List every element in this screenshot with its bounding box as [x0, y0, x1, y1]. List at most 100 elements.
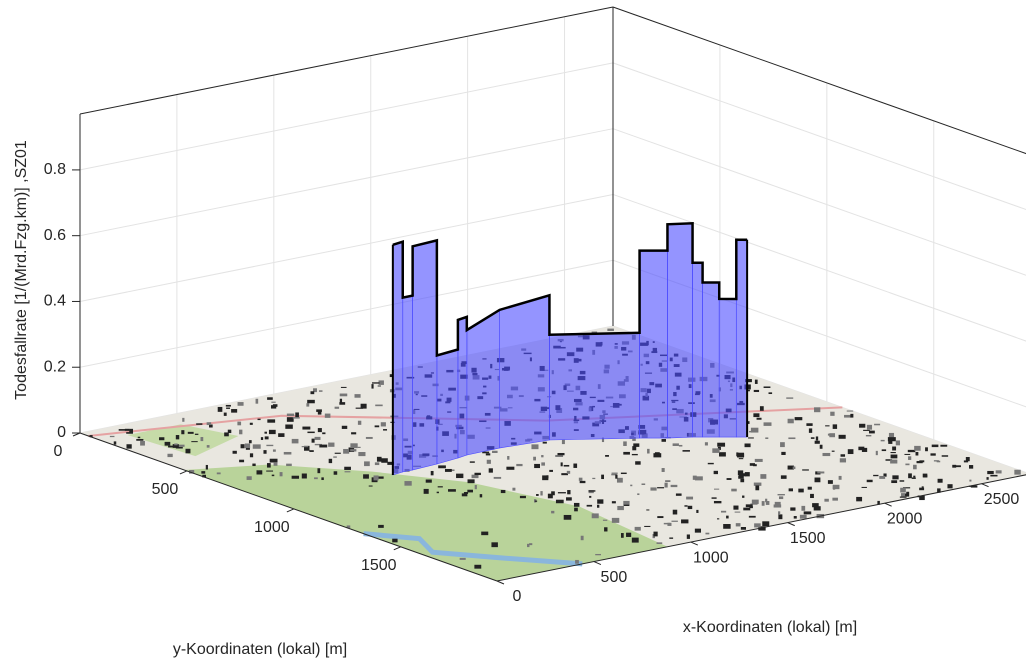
map-building [655, 452, 660, 453]
map-building [580, 481, 586, 483]
map-building [932, 445, 939, 448]
x-axis-label: x-Koordinaten (lokal) [m] [683, 619, 857, 636]
map-building [798, 489, 803, 493]
map-building [342, 426, 347, 429]
y-tick-label: 1500 [361, 557, 397, 574]
map-building [779, 496, 783, 499]
map-building [867, 425, 872, 430]
map-building [717, 518, 719, 519]
map-building [302, 427, 310, 430]
map-building [780, 442, 785, 447]
map-building [317, 468, 320, 473]
map-building [343, 449, 349, 454]
map-building [520, 496, 526, 498]
map-building [896, 440, 900, 445]
y-tick [394, 547, 401, 550]
map-building [364, 461, 370, 466]
map-building [760, 474, 766, 479]
map-building [735, 512, 741, 513]
map-building [597, 499, 603, 503]
map-building [755, 485, 759, 490]
map-building [820, 445, 823, 449]
map-building [263, 450, 266, 454]
map-building [632, 538, 639, 543]
map-building [912, 477, 916, 478]
map-building [182, 418, 184, 422]
map-building [516, 464, 522, 466]
map-building [372, 382, 379, 383]
map-building [969, 480, 971, 482]
map-building [745, 472, 750, 476]
map-building [426, 480, 432, 483]
map-building [245, 443, 250, 448]
curtain-segment [403, 296, 413, 472]
map-building [178, 445, 185, 447]
map-building [721, 511, 726, 513]
map-building [136, 439, 143, 441]
map-building [489, 468, 493, 472]
map-building [743, 508, 750, 511]
map-building [196, 423, 202, 425]
map-building [366, 437, 373, 439]
curtain-segment [719, 299, 736, 437]
map-building [793, 467, 796, 470]
map-building [592, 478, 595, 479]
map-building [906, 492, 909, 497]
map-building [501, 490, 506, 493]
map-building [617, 506, 624, 510]
y-tick [180, 471, 187, 474]
curtain-segment [500, 295, 550, 448]
map-building [295, 412, 299, 417]
map-building [801, 506, 805, 511]
chart: 00.20.40.60.8050010001500050010001500200… [0, 0, 1026, 661]
map-building [802, 469, 809, 470]
map-building [850, 414, 853, 418]
x-tick-label: 1000 [693, 549, 729, 566]
map-building [705, 533, 709, 535]
map-building [762, 501, 765, 506]
map-building [688, 506, 693, 509]
map-building [287, 414, 294, 416]
map-building [681, 519, 688, 523]
map-building [119, 429, 126, 431]
curtain-segment [458, 317, 467, 458]
map-building [247, 476, 252, 480]
grid-line [80, 129, 613, 236]
map-building [126, 432, 133, 434]
map-building [653, 532, 657, 537]
map-building [159, 437, 164, 440]
map-building [315, 437, 321, 440]
map-building [833, 485, 840, 489]
map-building [241, 444, 245, 448]
z-tick-label: 0 [57, 424, 66, 441]
map-building [470, 461, 475, 462]
z-tick-label: 0.2 [44, 358, 66, 375]
map-building [302, 446, 309, 447]
map-building [621, 533, 624, 538]
map-building [383, 429, 387, 430]
map-building [541, 455, 543, 457]
map-building [340, 394, 348, 397]
map-building [273, 404, 278, 407]
map-building [581, 536, 584, 540]
map-building [673, 510, 677, 515]
map-building [335, 407, 339, 409]
map-building [325, 414, 331, 418]
map-building [765, 437, 768, 439]
map-building [249, 440, 252, 443]
map-building [543, 442, 547, 444]
map-building [310, 391, 314, 394]
map-building [507, 456, 509, 460]
map-building [754, 483, 762, 486]
map-building [188, 432, 194, 434]
map-building [892, 475, 898, 479]
map-building [673, 443, 679, 446]
map-building [966, 457, 970, 461]
map-building [350, 449, 356, 451]
curtain-segment [703, 282, 720, 437]
map-building [371, 384, 373, 388]
map-building [481, 532, 488, 536]
x-tick-label: 2500 [984, 491, 1020, 508]
map-building [923, 474, 928, 478]
map-building [671, 521, 677, 522]
